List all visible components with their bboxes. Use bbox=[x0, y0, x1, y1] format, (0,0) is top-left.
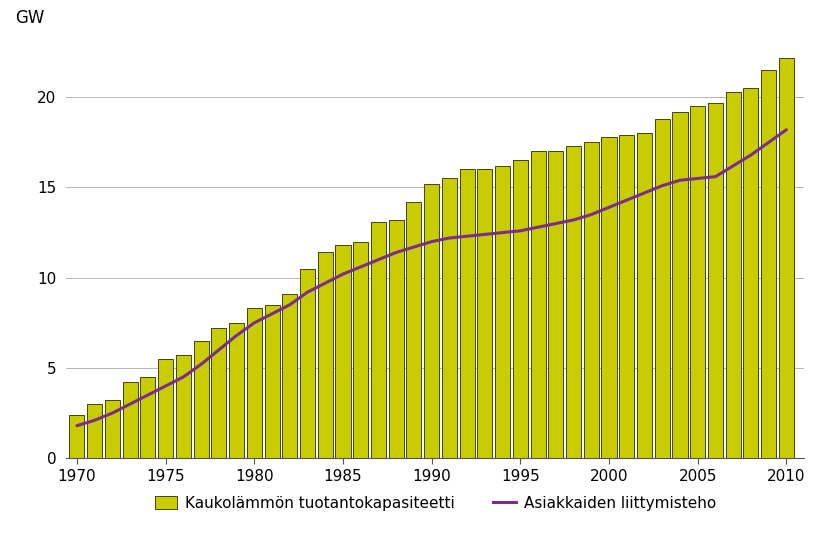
Bar bbox=[566, 146, 580, 458]
Bar bbox=[370, 222, 386, 458]
Bar bbox=[211, 328, 226, 458]
Bar bbox=[690, 106, 705, 458]
Bar bbox=[743, 88, 758, 458]
Bar bbox=[176, 355, 190, 458]
Bar bbox=[140, 377, 156, 458]
Bar bbox=[70, 415, 84, 458]
Bar bbox=[601, 137, 616, 458]
Bar bbox=[335, 245, 350, 458]
Bar bbox=[353, 241, 368, 458]
Bar bbox=[672, 112, 686, 458]
Bar bbox=[459, 169, 474, 458]
Bar bbox=[477, 169, 492, 458]
Bar bbox=[105, 400, 120, 458]
Bar bbox=[123, 382, 137, 458]
Bar bbox=[636, 133, 652, 458]
Bar bbox=[247, 308, 262, 458]
Bar bbox=[513, 161, 527, 458]
Bar bbox=[87, 404, 102, 458]
Bar bbox=[388, 220, 403, 458]
Bar bbox=[583, 142, 598, 458]
Bar bbox=[424, 184, 439, 458]
Bar bbox=[724, 92, 740, 458]
Bar bbox=[441, 178, 456, 458]
Bar bbox=[760, 70, 775, 458]
Bar bbox=[547, 151, 563, 458]
Bar bbox=[264, 305, 279, 458]
Legend: Kaukolämmön tuotantokapasiteetti, Asiakkaiden liittymisteho: Kaukolämmön tuotantokapasiteetti, Asiakk… bbox=[148, 489, 721, 517]
Bar bbox=[530, 151, 545, 458]
Text: GW: GW bbox=[15, 9, 44, 26]
Bar bbox=[317, 252, 332, 458]
Bar bbox=[282, 294, 297, 458]
Bar bbox=[707, 102, 722, 458]
Bar bbox=[654, 119, 669, 458]
Bar bbox=[619, 135, 633, 458]
Bar bbox=[406, 202, 421, 458]
Bar bbox=[778, 58, 793, 458]
Bar bbox=[229, 323, 243, 458]
Bar bbox=[494, 166, 509, 458]
Bar bbox=[300, 268, 315, 458]
Bar bbox=[158, 359, 173, 458]
Bar bbox=[194, 341, 209, 458]
